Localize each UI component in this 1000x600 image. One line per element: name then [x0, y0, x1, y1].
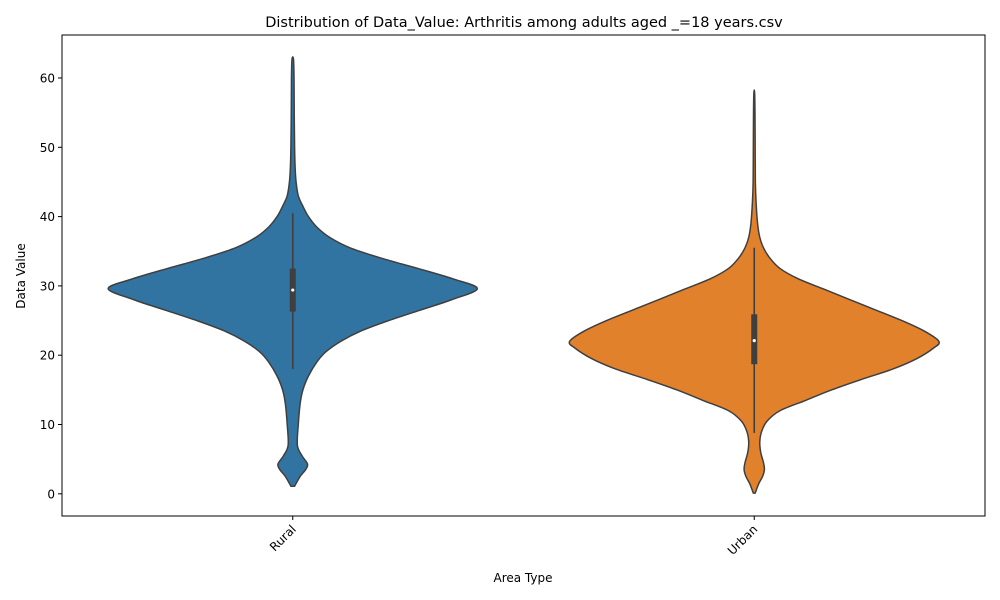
x-axis-label: Area Type — [494, 571, 553, 585]
x-axis: Rural Urban — [267, 516, 760, 558]
y-tick-label-10: 10 — [40, 418, 55, 432]
y-tick-label-0: 0 — [47, 487, 55, 501]
x-tick-label-urban: Urban — [725, 522, 761, 558]
x-tick-label-rural: Rural — [267, 522, 299, 554]
plot-frame — [61, 34, 986, 517]
y-tick-label-50: 50 — [40, 141, 55, 155]
plot-area: 0 10 20 30 40 50 60 Rural Urban — [40, 34, 986, 558]
median-marker-urban — [752, 339, 756, 343]
box-markers-group — [289, 213, 758, 433]
y-tick-label-60: 60 — [40, 71, 55, 85]
y-axis: 0 10 20 30 40 50 60 — [40, 71, 62, 501]
y-tick-label-20: 20 — [40, 349, 55, 363]
violins-group — [107, 56, 940, 494]
median-marker-rural — [291, 288, 295, 292]
chart-title: Distribution of Data_Value: Arthritis am… — [265, 15, 783, 31]
y-tick-label-40: 40 — [40, 210, 55, 224]
y-tick-label-30: 30 — [40, 279, 55, 293]
y-axis-label: Data Value — [14, 243, 28, 308]
